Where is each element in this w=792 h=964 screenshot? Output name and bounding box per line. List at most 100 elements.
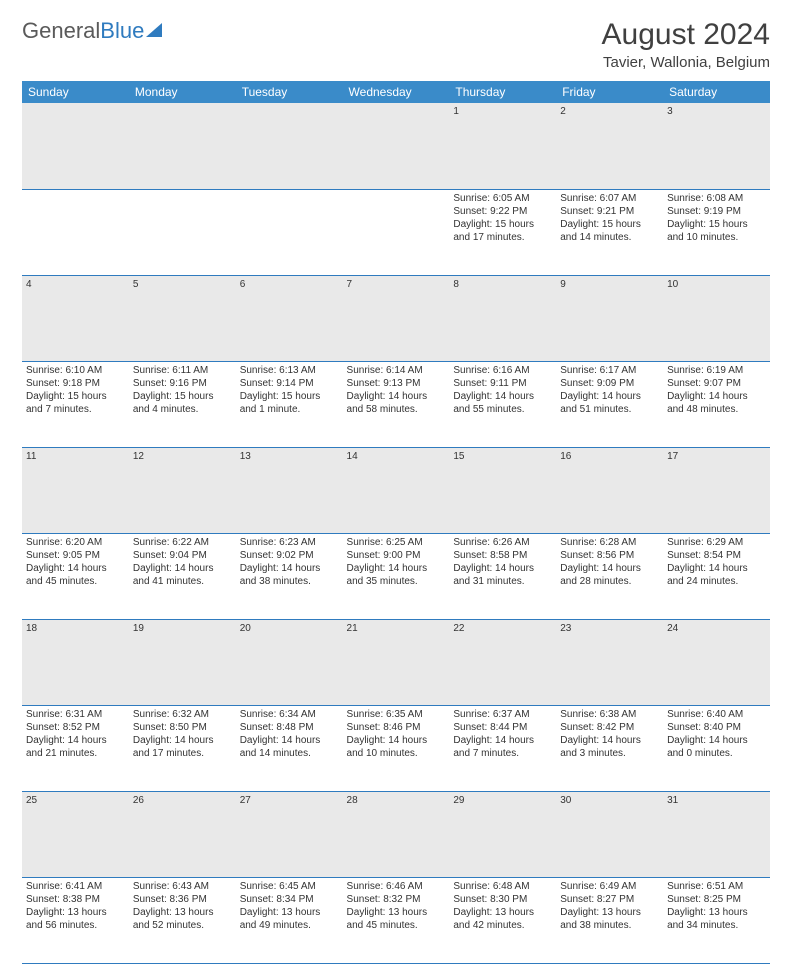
daylight-text: Daylight: 14 hours and 14 minutes. [240, 734, 339, 760]
day-number: 23 [556, 619, 663, 705]
day-number: 12 [129, 447, 236, 533]
sunrise-text: Sunrise: 6:25 AM [347, 536, 446, 549]
daylight-text: Daylight: 14 hours and 35 minutes. [347, 562, 446, 588]
sunset-text: Sunset: 8:56 PM [560, 549, 659, 562]
day-cell: Sunrise: 6:10 AMSunset: 9:18 PMDaylight:… [22, 361, 129, 447]
daylight-text: Daylight: 13 hours and 45 minutes. [347, 906, 446, 932]
day-cell: Sunrise: 6:22 AMSunset: 9:04 PMDaylight:… [129, 533, 236, 619]
day-number: 28 [343, 791, 450, 877]
day-cell: Sunrise: 6:25 AMSunset: 9:00 PMDaylight:… [343, 533, 450, 619]
daylight-text: Daylight: 14 hours and 17 minutes. [133, 734, 232, 760]
day-number-row: 18192021222324 [22, 619, 770, 705]
sunrise-text: Sunrise: 6:10 AM [26, 364, 125, 377]
day-cell: Sunrise: 6:49 AMSunset: 8:27 PMDaylight:… [556, 877, 663, 963]
sunset-text: Sunset: 8:58 PM [453, 549, 552, 562]
day-number: 9 [556, 275, 663, 361]
daylight-text: Daylight: 13 hours and 49 minutes. [240, 906, 339, 932]
day-number: 8 [449, 275, 556, 361]
weekday-header: Thursday [449, 81, 556, 103]
day-cell: Sunrise: 6:38 AMSunset: 8:42 PMDaylight:… [556, 705, 663, 791]
daylight-text: Daylight: 13 hours and 56 minutes. [26, 906, 125, 932]
sunset-text: Sunset: 8:42 PM [560, 721, 659, 734]
day-cell: Sunrise: 6:41 AMSunset: 8:38 PMDaylight:… [22, 877, 129, 963]
sunset-text: Sunset: 9:21 PM [560, 205, 659, 218]
logo-text-blue: Blue [100, 18, 144, 44]
day-number: 6 [236, 275, 343, 361]
day-number: 29 [449, 791, 556, 877]
sunrise-text: Sunrise: 6:35 AM [347, 708, 446, 721]
weekday-header-row: SundayMondayTuesdayWednesdayThursdayFrid… [22, 81, 770, 103]
day-number-row: 11121314151617 [22, 447, 770, 533]
day-content-row: Sunrise: 6:05 AMSunset: 9:22 PMDaylight:… [22, 189, 770, 275]
sunset-text: Sunset: 8:44 PM [453, 721, 552, 734]
sunrise-text: Sunrise: 6:37 AM [453, 708, 552, 721]
daylight-text: Daylight: 14 hours and 51 minutes. [560, 390, 659, 416]
daylight-text: Daylight: 14 hours and 48 minutes. [667, 390, 766, 416]
daylight-text: Daylight: 14 hours and 10 minutes. [347, 734, 446, 760]
location: Tavier, Wallonia, Belgium [602, 54, 770, 71]
sunset-text: Sunset: 8:25 PM [667, 893, 766, 906]
sunset-text: Sunset: 8:48 PM [240, 721, 339, 734]
sunrise-text: Sunrise: 6:23 AM [240, 536, 339, 549]
day-number: 18 [22, 619, 129, 705]
day-number-row: 45678910 [22, 275, 770, 361]
sunset-text: Sunset: 8:34 PM [240, 893, 339, 906]
day-cell: Sunrise: 6:45 AMSunset: 8:34 PMDaylight:… [236, 877, 343, 963]
daylight-text: Daylight: 14 hours and 41 minutes. [133, 562, 232, 588]
day-cell [236, 189, 343, 275]
day-cell: Sunrise: 6:11 AMSunset: 9:16 PMDaylight:… [129, 361, 236, 447]
sunrise-text: Sunrise: 6:08 AM [667, 192, 766, 205]
daylight-text: Daylight: 14 hours and 28 minutes. [560, 562, 659, 588]
day-number [129, 103, 236, 189]
day-cell: Sunrise: 6:28 AMSunset: 8:56 PMDaylight:… [556, 533, 663, 619]
daylight-text: Daylight: 14 hours and 21 minutes. [26, 734, 125, 760]
daylight-text: Daylight: 15 hours and 4 minutes. [133, 390, 232, 416]
day-number: 26 [129, 791, 236, 877]
day-number: 14 [343, 447, 450, 533]
sunrise-text: Sunrise: 6:38 AM [560, 708, 659, 721]
daylight-text: Daylight: 14 hours and 58 minutes. [347, 390, 446, 416]
sunrise-text: Sunrise: 6:14 AM [347, 364, 446, 377]
day-cell: Sunrise: 6:23 AMSunset: 9:02 PMDaylight:… [236, 533, 343, 619]
day-number: 1 [449, 103, 556, 189]
weekday-header: Tuesday [236, 81, 343, 103]
day-number [236, 103, 343, 189]
daylight-text: Daylight: 13 hours and 52 minutes. [133, 906, 232, 932]
day-number: 31 [663, 791, 770, 877]
daylight-text: Daylight: 15 hours and 17 minutes. [453, 218, 552, 244]
day-number: 25 [22, 791, 129, 877]
sunrise-text: Sunrise: 6:41 AM [26, 880, 125, 893]
sunset-text: Sunset: 9:00 PM [347, 549, 446, 562]
sunset-text: Sunset: 9:07 PM [667, 377, 766, 390]
daylight-text: Daylight: 14 hours and 55 minutes. [453, 390, 552, 416]
daylight-text: Daylight: 13 hours and 34 minutes. [667, 906, 766, 932]
day-cell: Sunrise: 6:46 AMSunset: 8:32 PMDaylight:… [343, 877, 450, 963]
day-cell: Sunrise: 6:35 AMSunset: 8:46 PMDaylight:… [343, 705, 450, 791]
sunset-text: Sunset: 8:27 PM [560, 893, 659, 906]
daylight-text: Daylight: 13 hours and 42 minutes. [453, 906, 552, 932]
daylight-text: Daylight: 14 hours and 31 minutes. [453, 562, 552, 588]
weekday-header: Friday [556, 81, 663, 103]
header: GeneralBlue August 2024 Tavier, Wallonia… [22, 18, 770, 71]
sunrise-text: Sunrise: 6:49 AM [560, 880, 659, 893]
day-content-row: Sunrise: 6:10 AMSunset: 9:18 PMDaylight:… [22, 361, 770, 447]
sunrise-text: Sunrise: 6:45 AM [240, 880, 339, 893]
weekday-header: Wednesday [343, 81, 450, 103]
day-number: 24 [663, 619, 770, 705]
day-number [343, 103, 450, 189]
sunset-text: Sunset: 9:04 PM [133, 549, 232, 562]
sunrise-text: Sunrise: 6:07 AM [560, 192, 659, 205]
day-number [22, 103, 129, 189]
title-block: August 2024 Tavier, Wallonia, Belgium [602, 18, 770, 71]
day-cell [343, 189, 450, 275]
sunrise-text: Sunrise: 6:40 AM [667, 708, 766, 721]
sunset-text: Sunset: 8:40 PM [667, 721, 766, 734]
day-cell: Sunrise: 6:16 AMSunset: 9:11 PMDaylight:… [449, 361, 556, 447]
daylight-text: Daylight: 14 hours and 0 minutes. [667, 734, 766, 760]
weekday-header: Monday [129, 81, 236, 103]
sunset-text: Sunset: 9:22 PM [453, 205, 552, 218]
sunset-text: Sunset: 8:36 PM [133, 893, 232, 906]
day-cell: Sunrise: 6:32 AMSunset: 8:50 PMDaylight:… [129, 705, 236, 791]
day-cell: Sunrise: 6:48 AMSunset: 8:30 PMDaylight:… [449, 877, 556, 963]
day-number: 21 [343, 619, 450, 705]
